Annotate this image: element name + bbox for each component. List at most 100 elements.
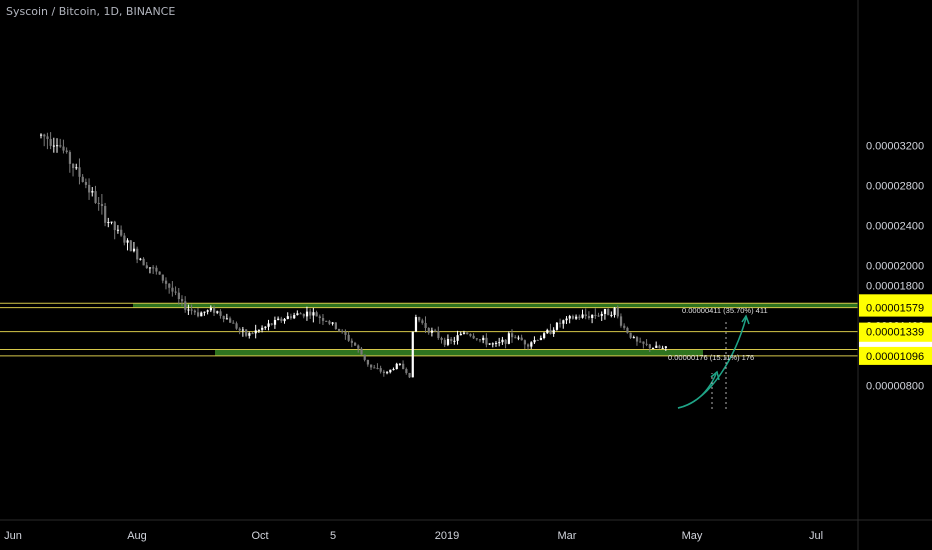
candle-body (655, 345, 658, 348)
candle-body (642, 341, 645, 344)
candle-body (501, 339, 504, 343)
candle-body (450, 339, 453, 342)
price-labels: 0.000016220.000015790.000013390.00001160… (859, 294, 932, 365)
candle-body (603, 309, 607, 314)
candle-body (296, 313, 299, 316)
candle-body (84, 181, 88, 185)
candle-body (488, 343, 491, 345)
candle-body (392, 369, 395, 371)
candle-body (142, 258, 145, 266)
y-tick-label: 0.00002000 (866, 261, 924, 273)
candle-body (219, 311, 222, 316)
x-axis[interactable]: Jun Aug Oct 5 2019 Mar May Jul (4, 530, 823, 542)
candle-body (395, 363, 398, 370)
candle-body (123, 235, 126, 243)
candle-body (40, 134, 43, 136)
projection-arrow-large-head (741, 314, 750, 325)
candle-body (43, 134, 46, 137)
candle-body (193, 310, 196, 313)
candle-body (539, 337, 543, 341)
candle-body (350, 340, 353, 343)
x-tick-label: Jun (4, 530, 22, 542)
candle-body (257, 329, 261, 331)
candle-body (184, 301, 187, 310)
candle-body (283, 318, 286, 322)
candle-body (552, 329, 555, 334)
candle-body (619, 316, 623, 326)
candle-body (511, 333, 514, 338)
candle-body (543, 333, 546, 338)
candle-body (232, 322, 235, 324)
price-label-box-5 (859, 346, 932, 365)
candle-body (62, 146, 65, 151)
candle-body (389, 369, 392, 373)
price-label-text: 0.00001096 (866, 351, 924, 363)
candle-body (664, 346, 667, 348)
candle-body (469, 334, 472, 336)
candle-body (65, 150, 68, 153)
candle-body (411, 331, 414, 378)
candle-body (344, 331, 347, 335)
candle-body (440, 337, 443, 340)
candle-body (363, 354, 366, 360)
projection-arrow-small (677, 373, 717, 409)
candle-body (78, 167, 81, 177)
price-label-text: 0.00001579 (866, 303, 924, 315)
candle-body (305, 311, 309, 317)
candle-body (514, 337, 517, 339)
candle-body (309, 311, 312, 316)
candle-body (424, 323, 427, 328)
zone-0 (133, 303, 858, 308)
x-tick-label: 5 (330, 530, 336, 542)
candle-body (248, 333, 251, 336)
candle-body (523, 340, 527, 345)
candle-body (75, 167, 78, 169)
candle-body (148, 267, 152, 269)
price-label-text: 0.00001339 (866, 327, 924, 339)
candle-body (56, 145, 59, 147)
candle-body (466, 332, 469, 335)
annotation-large: 0.00000411 (35.70%) 411 (682, 306, 768, 315)
candle-body (88, 184, 91, 193)
candle-body (366, 359, 370, 365)
candle-body (321, 318, 325, 321)
candle-body (559, 322, 562, 324)
candle-body (229, 318, 232, 323)
candle-body (373, 367, 376, 369)
candle-body (386, 372, 389, 374)
candle-body (485, 337, 488, 345)
candle-body (312, 312, 315, 316)
candle-body (434, 330, 437, 332)
y-tick-label: 0.00001800 (866, 281, 924, 293)
candle-body (623, 325, 626, 328)
candle-body (120, 229, 123, 236)
candle-body (632, 337, 635, 339)
candle-body (270, 323, 273, 325)
projection-arrows: 0.00000411 (35.70%) 411 0.00000176 (15.1… (668, 306, 768, 409)
candle-body (277, 318, 280, 320)
candle-body (164, 280, 168, 284)
x-tick-label: Jul (809, 530, 823, 542)
candle-body (94, 191, 97, 203)
candle-body (398, 363, 402, 365)
candle-body (578, 316, 581, 318)
candle-body (453, 340, 456, 342)
candle-body (610, 314, 613, 316)
candle-body (651, 347, 655, 349)
candle-body (357, 345, 360, 349)
candle-body (594, 314, 597, 316)
candle-body (190, 309, 193, 311)
candle-body (152, 267, 155, 269)
candle-body (235, 323, 238, 329)
candle-body (498, 342, 501, 344)
chart-title: Syscoin / Bitcoin, 1D, BINANCE (6, 5, 176, 18)
candle-body (661, 347, 664, 349)
candle-body (437, 330, 440, 338)
support-resistance-zones (133, 303, 858, 356)
candle-body (549, 329, 552, 334)
x-tick-label: May (682, 530, 703, 542)
candle-body (414, 317, 418, 332)
candle-body (116, 229, 120, 231)
